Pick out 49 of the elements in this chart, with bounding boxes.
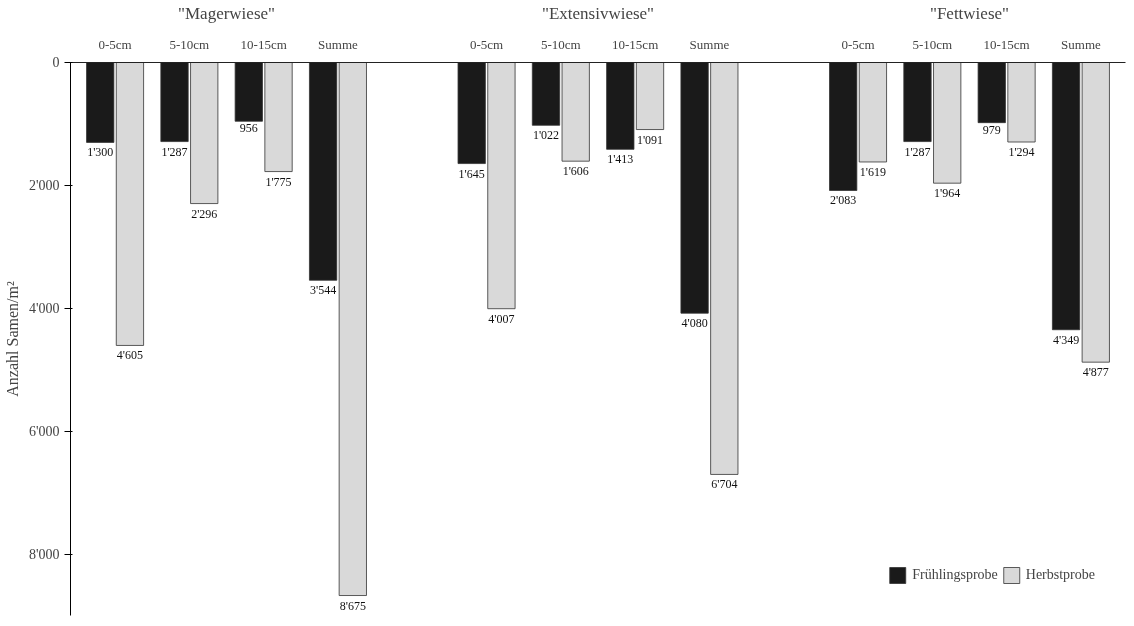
data-label: 1'619 (859, 164, 886, 179)
data-label: 1'645 (458, 166, 485, 181)
y-tick-label: 4'000 (28, 300, 60, 316)
x-tick-label: 0-5cm (98, 36, 132, 52)
x-tick-label: 5-10cm (541, 36, 581, 52)
data-label: 1'300 (87, 145, 114, 160)
y-tick-label: 8'000 (28, 546, 60, 562)
y-tick-label: 0 (52, 55, 60, 70)
x-tick-label: 10-15cm (240, 36, 287, 52)
x-tick-label: 5-10cm (169, 36, 210, 52)
x-tick-label: Summe (1061, 36, 1102, 52)
data-label: 6'704 (711, 477, 738, 492)
data-label: 1'287 (161, 144, 188, 159)
data-label: 1'022 (532, 128, 560, 143)
data-label: 2'296 (191, 206, 218, 221)
data-label: 1'775 (265, 174, 292, 189)
data-label: 4'605 (116, 348, 144, 363)
data-label: 1'606 (562, 164, 589, 179)
y-axis-title: Anzahl Samen/m² (3, 281, 21, 397)
data-label: 2'083 (830, 193, 857, 208)
legend-label: Frühlingsprobe (912, 567, 998, 583)
data-label: 4'349 (1052, 332, 1080, 347)
data-label: 956 (239, 121, 258, 136)
x-tick-label: 10-15cm (612, 36, 659, 52)
text: "Magerwiese" (178, 3, 275, 23)
x-tick-label: Summe (318, 36, 359, 52)
data-label: 1'287 (904, 144, 931, 159)
data-label: 1'091 (636, 132, 664, 147)
legend-label: Herbstprobe (1025, 567, 1095, 583)
bar (858, 62, 887, 163)
text: "Fettwiese" (929, 3, 1010, 23)
x-tick-label: 0-5cm (841, 36, 875, 52)
data-label: 4'877 (1082, 365, 1109, 380)
data-label: 1'413 (607, 152, 634, 167)
text: "Extensivwiese" (541, 3, 655, 23)
data-label: 979 (982, 122, 1001, 137)
y-tick-label: 2'000 (28, 177, 60, 193)
data-label: 4'080 (681, 316, 708, 331)
data-label: 3'544 (310, 283, 337, 298)
x-tick-label: Summe (689, 36, 730, 52)
bar (338, 62, 367, 596)
x-tick-label: 10-15cm (983, 36, 1030, 52)
x-tick-label: 0-5cm (469, 36, 504, 52)
data-label: 1'964 (934, 186, 961, 201)
data-label: 4'007 (488, 311, 515, 326)
y-tick-label: 6'000 (28, 423, 60, 439)
data-label: 1'294 (1008, 145, 1035, 160)
data-label: 8'675 (339, 598, 366, 613)
x-tick-label: 5-10cm (912, 36, 953, 52)
